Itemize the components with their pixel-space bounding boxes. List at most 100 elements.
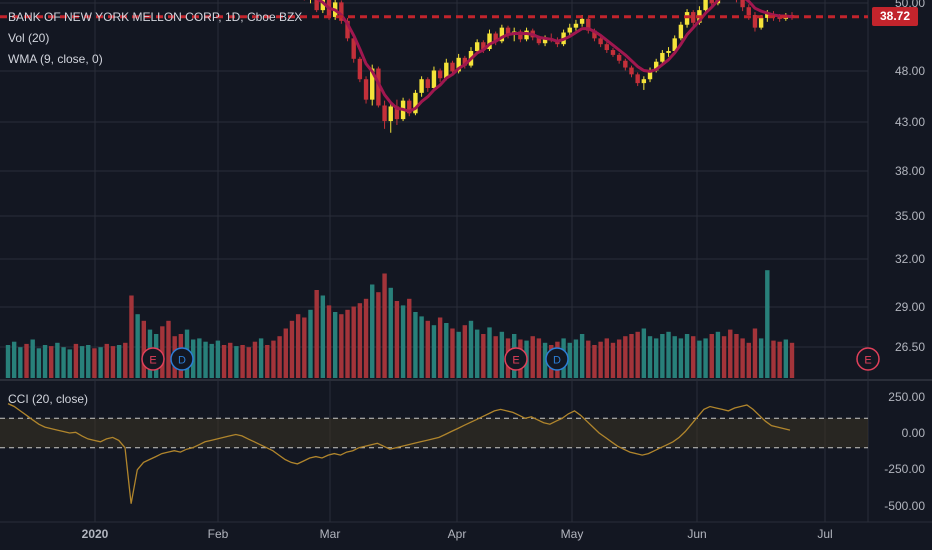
candle-body — [567, 27, 572, 33]
candle-body — [394, 106, 400, 120]
volume-bar — [530, 336, 535, 378]
price-tick-label: 43.00 — [895, 115, 925, 129]
candle-body — [474, 42, 480, 52]
volume-bar — [740, 338, 745, 378]
volume-bar — [666, 331, 671, 378]
candle — [684, 9, 690, 28]
candle-body — [444, 62, 449, 79]
volume-bar — [110, 346, 116, 378]
candle-body — [579, 18, 585, 24]
volume-bar — [24, 343, 29, 378]
candle — [431, 66, 437, 90]
candle-body — [666, 51, 671, 53]
volume-bar — [221, 345, 227, 378]
event-letter: E — [864, 355, 871, 367]
candle — [629, 65, 634, 78]
candle-body — [419, 79, 424, 93]
volume-bar — [672, 336, 677, 378]
candle — [407, 98, 412, 117]
cci-pane — [0, 403, 868, 504]
event-circle — [545, 347, 569, 371]
volume-bar — [209, 343, 214, 378]
candle-body — [623, 60, 628, 68]
candle-body — [493, 33, 498, 42]
candle — [660, 50, 665, 64]
price-tick-label: 26.50 — [895, 340, 925, 354]
volume-bar — [746, 342, 751, 378]
volume-bar — [783, 339, 789, 378]
candle — [425, 77, 430, 92]
volume-bar — [265, 345, 270, 378]
volume-indicator-label[interactable]: Vol (20) — [8, 31, 50, 45]
price-tick-label: 35.00 — [895, 209, 925, 223]
volume-bar — [116, 345, 122, 378]
cci-indicator-label[interactable]: CCI (20, close) — [8, 392, 89, 406]
candle — [604, 42, 610, 53]
event-circle — [504, 347, 528, 371]
wma-indicator-label[interactable]: WMA (9, close, 0) — [8, 52, 103, 66]
candle-body — [616, 54, 622, 61]
volume-bar — [610, 342, 616, 378]
earnings-event-marker: E — [141, 347, 165, 371]
price-tick-label: 32.00 — [895, 252, 925, 266]
candle-body — [586, 18, 591, 31]
candle — [505, 25, 511, 39]
candle — [598, 36, 603, 48]
candle-body — [752, 15, 758, 28]
volume-bar — [376, 292, 381, 378]
volume-bar — [647, 336, 653, 378]
volume-bar — [370, 284, 375, 378]
candle — [394, 99, 400, 125]
cci-tick-label: 0.00 — [902, 426, 926, 440]
candle-body — [573, 23, 579, 28]
candle-body — [684, 12, 690, 25]
volume-bar — [536, 338, 542, 378]
volume-bar — [721, 336, 727, 378]
candle-body — [758, 17, 764, 28]
event-letter: D — [178, 355, 186, 367]
volume-bar — [629, 334, 634, 378]
candle-body — [456, 57, 461, 72]
volume-bar — [234, 346, 239, 378]
candle — [573, 19, 579, 31]
candle — [709, 0, 714, 7]
candle-body — [518, 31, 523, 40]
candle-body — [678, 24, 684, 39]
candle-body — [765, 14, 770, 18]
volume-bar — [691, 336, 696, 378]
candle-body — [376, 68, 381, 106]
candle-body — [425, 79, 430, 88]
chart-title[interactable]: BANK OF NEW YORK MELLON CORP, 1D, Cboe B… — [8, 10, 303, 24]
volume-bar — [166, 320, 171, 378]
volume-bar — [320, 295, 326, 378]
volume-bar — [357, 303, 363, 378]
volume-bar — [339, 314, 344, 378]
event-circle — [856, 347, 880, 371]
time-tick-label: May — [561, 527, 584, 541]
volume-bar — [765, 270, 770, 378]
candle-body — [653, 61, 659, 71]
candle-body — [629, 67, 634, 75]
volume-bar — [450, 328, 455, 378]
volume-bar — [635, 331, 640, 378]
candle-body — [542, 38, 548, 44]
candle — [735, 0, 737, 3]
time-tick-label: Apr — [448, 527, 467, 541]
volume-bar — [86, 345, 91, 378]
volume-bar — [678, 338, 684, 378]
volume-bar — [400, 305, 406, 378]
volume-bar — [30, 339, 35, 378]
candle — [567, 23, 572, 36]
volume-bar — [499, 331, 505, 378]
candle — [623, 58, 628, 71]
volume-bar — [567, 342, 572, 378]
candle — [437, 68, 443, 83]
volume-bar — [703, 338, 708, 378]
wma-line — [0, 0, 868, 113]
candle-body — [746, 7, 751, 16]
event-letter: E — [512, 355, 519, 367]
volume-bar — [215, 340, 221, 378]
